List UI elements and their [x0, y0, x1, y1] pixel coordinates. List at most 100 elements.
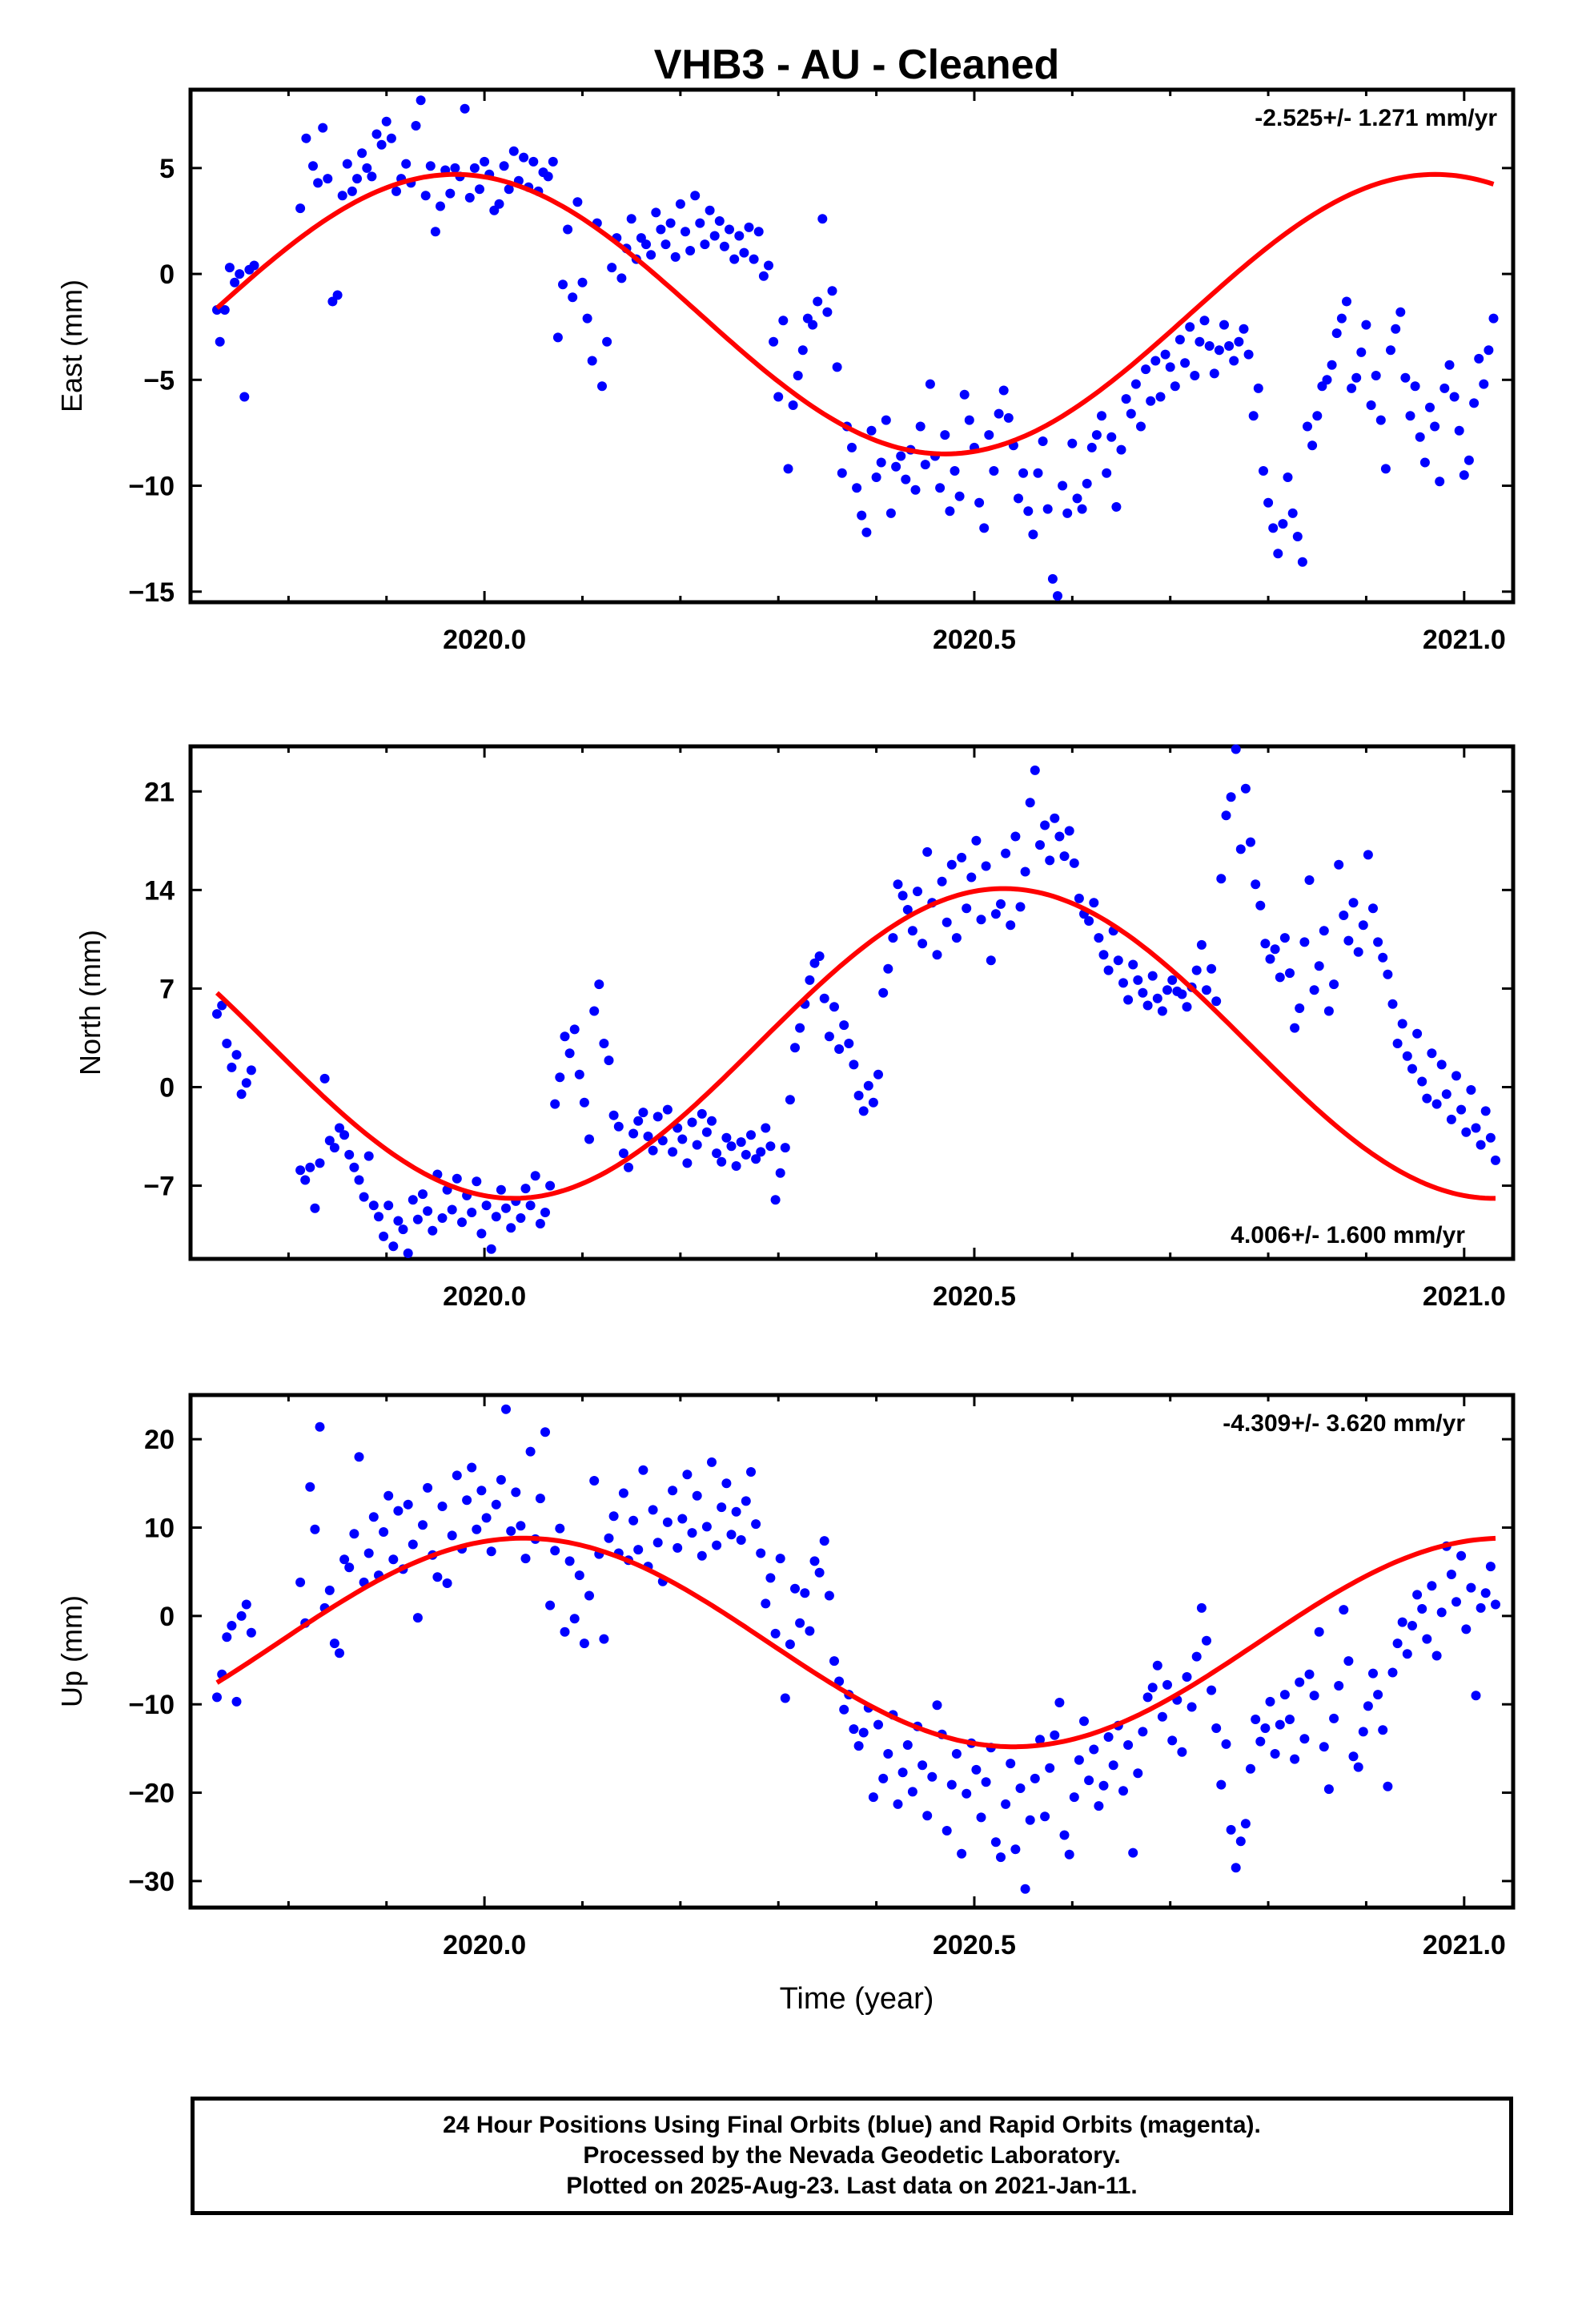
north-data-point [227, 1062, 237, 1072]
east-data-point [381, 116, 391, 127]
east-data-point [386, 133, 396, 143]
up-data-point [1417, 1604, 1427, 1614]
up-panel: 2020.0 2020.5 2021.0 −30 −20 −10 0 10 20 Up (mm)… [55, 1393, 1516, 1960]
up-data-point [976, 1812, 986, 1823]
north-data-point [1441, 1089, 1452, 1100]
east-data-point [670, 251, 681, 262]
east-data-point [885, 508, 896, 518]
north-x-tick-label: 2020.0 [443, 1281, 526, 1312]
north-y-tick-label: 0 [159, 1072, 175, 1103]
north-data-point [692, 1140, 702, 1150]
north-data-point [374, 1212, 383, 1222]
up-data-point [383, 1490, 394, 1501]
north-data-point [707, 1116, 717, 1126]
up-data-point [1064, 1849, 1074, 1860]
east-data-point [725, 224, 734, 235]
up-data-point [878, 1773, 889, 1783]
east-data-point [528, 156, 539, 167]
east-x-tick-label: 2020.5 [933, 625, 1016, 655]
up-data-point [1211, 1723, 1222, 1733]
north-data-point [472, 1176, 482, 1187]
east-data-point [362, 163, 372, 173]
north-data-point [1397, 1019, 1407, 1029]
north-data-point [1246, 837, 1255, 847]
north-data-point [726, 1141, 737, 1152]
north-data-point [1368, 903, 1378, 914]
north-data-point [790, 1043, 800, 1053]
north-data-point [1491, 1155, 1500, 1165]
up-data-point [236, 1610, 247, 1621]
north-data-point [1045, 855, 1055, 866]
north-data-point [1329, 979, 1339, 990]
north-data-point [1319, 926, 1329, 936]
east-data-point [347, 186, 357, 196]
up-data-point [1383, 1781, 1393, 1791]
north-data-point [1378, 952, 1388, 963]
north-data-point [883, 963, 893, 974]
north-data-point [1064, 826, 1074, 836]
up-data-point [1466, 1582, 1476, 1593]
north-data-point [496, 1184, 506, 1195]
north-data-point [1480, 1106, 1491, 1116]
up-data-point [692, 1490, 702, 1501]
up-data-point [1246, 1763, 1255, 1774]
north-data-point [594, 979, 604, 990]
up-data-point [932, 1700, 942, 1711]
east-data-point [1331, 328, 1342, 339]
north-data-point [1402, 1051, 1412, 1061]
east-data-point [450, 163, 460, 173]
north-data-point [1202, 985, 1211, 995]
east-data-point [1351, 372, 1362, 383]
north-y-tick-label: 21 [144, 777, 175, 807]
north-data-point [775, 1168, 785, 1178]
north-data-point [1407, 1063, 1417, 1074]
up-data-point [897, 1767, 908, 1778]
up-data-point [354, 1452, 364, 1462]
up-data-point [1128, 1848, 1138, 1858]
east-data-point [301, 133, 311, 143]
up-data-point [1001, 1799, 1011, 1809]
north-data-point [1363, 850, 1373, 860]
east-data-point [332, 290, 343, 300]
east-data-point [959, 389, 970, 400]
north-data-point [368, 1200, 379, 1211]
north-data-point [403, 1248, 413, 1258]
up-data-point [1226, 1824, 1236, 1835]
north-data-point [1157, 1006, 1167, 1016]
north-data-point [809, 958, 820, 968]
east-data-point [837, 468, 847, 478]
east-x-tick-label: 2020.0 [443, 625, 526, 655]
north-data-point [584, 1134, 594, 1144]
up-data-point [824, 1590, 834, 1601]
north-data-point [618, 1148, 628, 1159]
north-data-point [231, 1050, 242, 1060]
north-data-point [751, 1154, 761, 1164]
up-x-tick-label: 2020.0 [443, 1930, 526, 1960]
up-data-point [604, 1533, 614, 1543]
north-data-point [1147, 971, 1158, 981]
east-data-point [1058, 480, 1068, 491]
east-data-point [974, 497, 985, 508]
north-data-point [951, 933, 962, 943]
up-data-point [1431, 1651, 1442, 1661]
up-data-point [1020, 1884, 1030, 1894]
up-data-point [736, 1535, 746, 1545]
east-data-point [935, 483, 946, 493]
north-data-point [305, 1162, 315, 1172]
north-data-point [1103, 965, 1114, 975]
up-data-point [1138, 1727, 1148, 1737]
north-data-point [858, 1106, 869, 1116]
up-data-point [1452, 1597, 1461, 1607]
up-data-point [1436, 1607, 1447, 1618]
east-data-point [984, 430, 994, 440]
north-data-point [344, 1149, 355, 1160]
up-data-point [927, 1771, 938, 1782]
north-data-point [1113, 955, 1123, 966]
north-data-point [736, 1137, 746, 1148]
up-data-point [452, 1470, 462, 1481]
north-data-point [1074, 893, 1084, 903]
east-data-point [1018, 468, 1029, 478]
east-data-point [1082, 478, 1092, 489]
north-y-axis-label: North (mm) [74, 930, 106, 1076]
east-data-point [548, 156, 558, 167]
